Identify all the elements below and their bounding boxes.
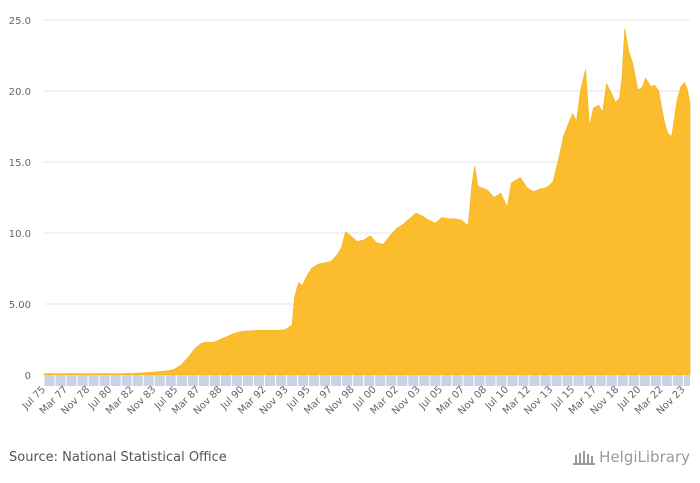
- y-tick-label: 15.0: [9, 158, 31, 169]
- brand-logo[interactable]: HelgiLibrary: [573, 448, 690, 466]
- x-axis-band: [43, 375, 690, 386]
- y-tick-label: 25.0: [9, 16, 31, 27]
- series-area-layer: [43, 28, 691, 376]
- y-tick-label: 5.00: [9, 300, 31, 311]
- y-tick-label: 20.0: [9, 87, 31, 98]
- series-area: [43, 28, 691, 376]
- source-note: Source: National Statistical Office: [9, 450, 227, 465]
- brand-name: HelgiLibrary: [599, 448, 690, 466]
- x-axis-band-rect: [44, 375, 690, 386]
- y-tick-label: 0: [25, 371, 31, 382]
- y-axis-ticks: 0 5.00 10.0 15.0 20.0 25.0: [9, 16, 31, 382]
- y-tick-label: 10.0: [9, 229, 31, 240]
- library-icon: [573, 451, 596, 465]
